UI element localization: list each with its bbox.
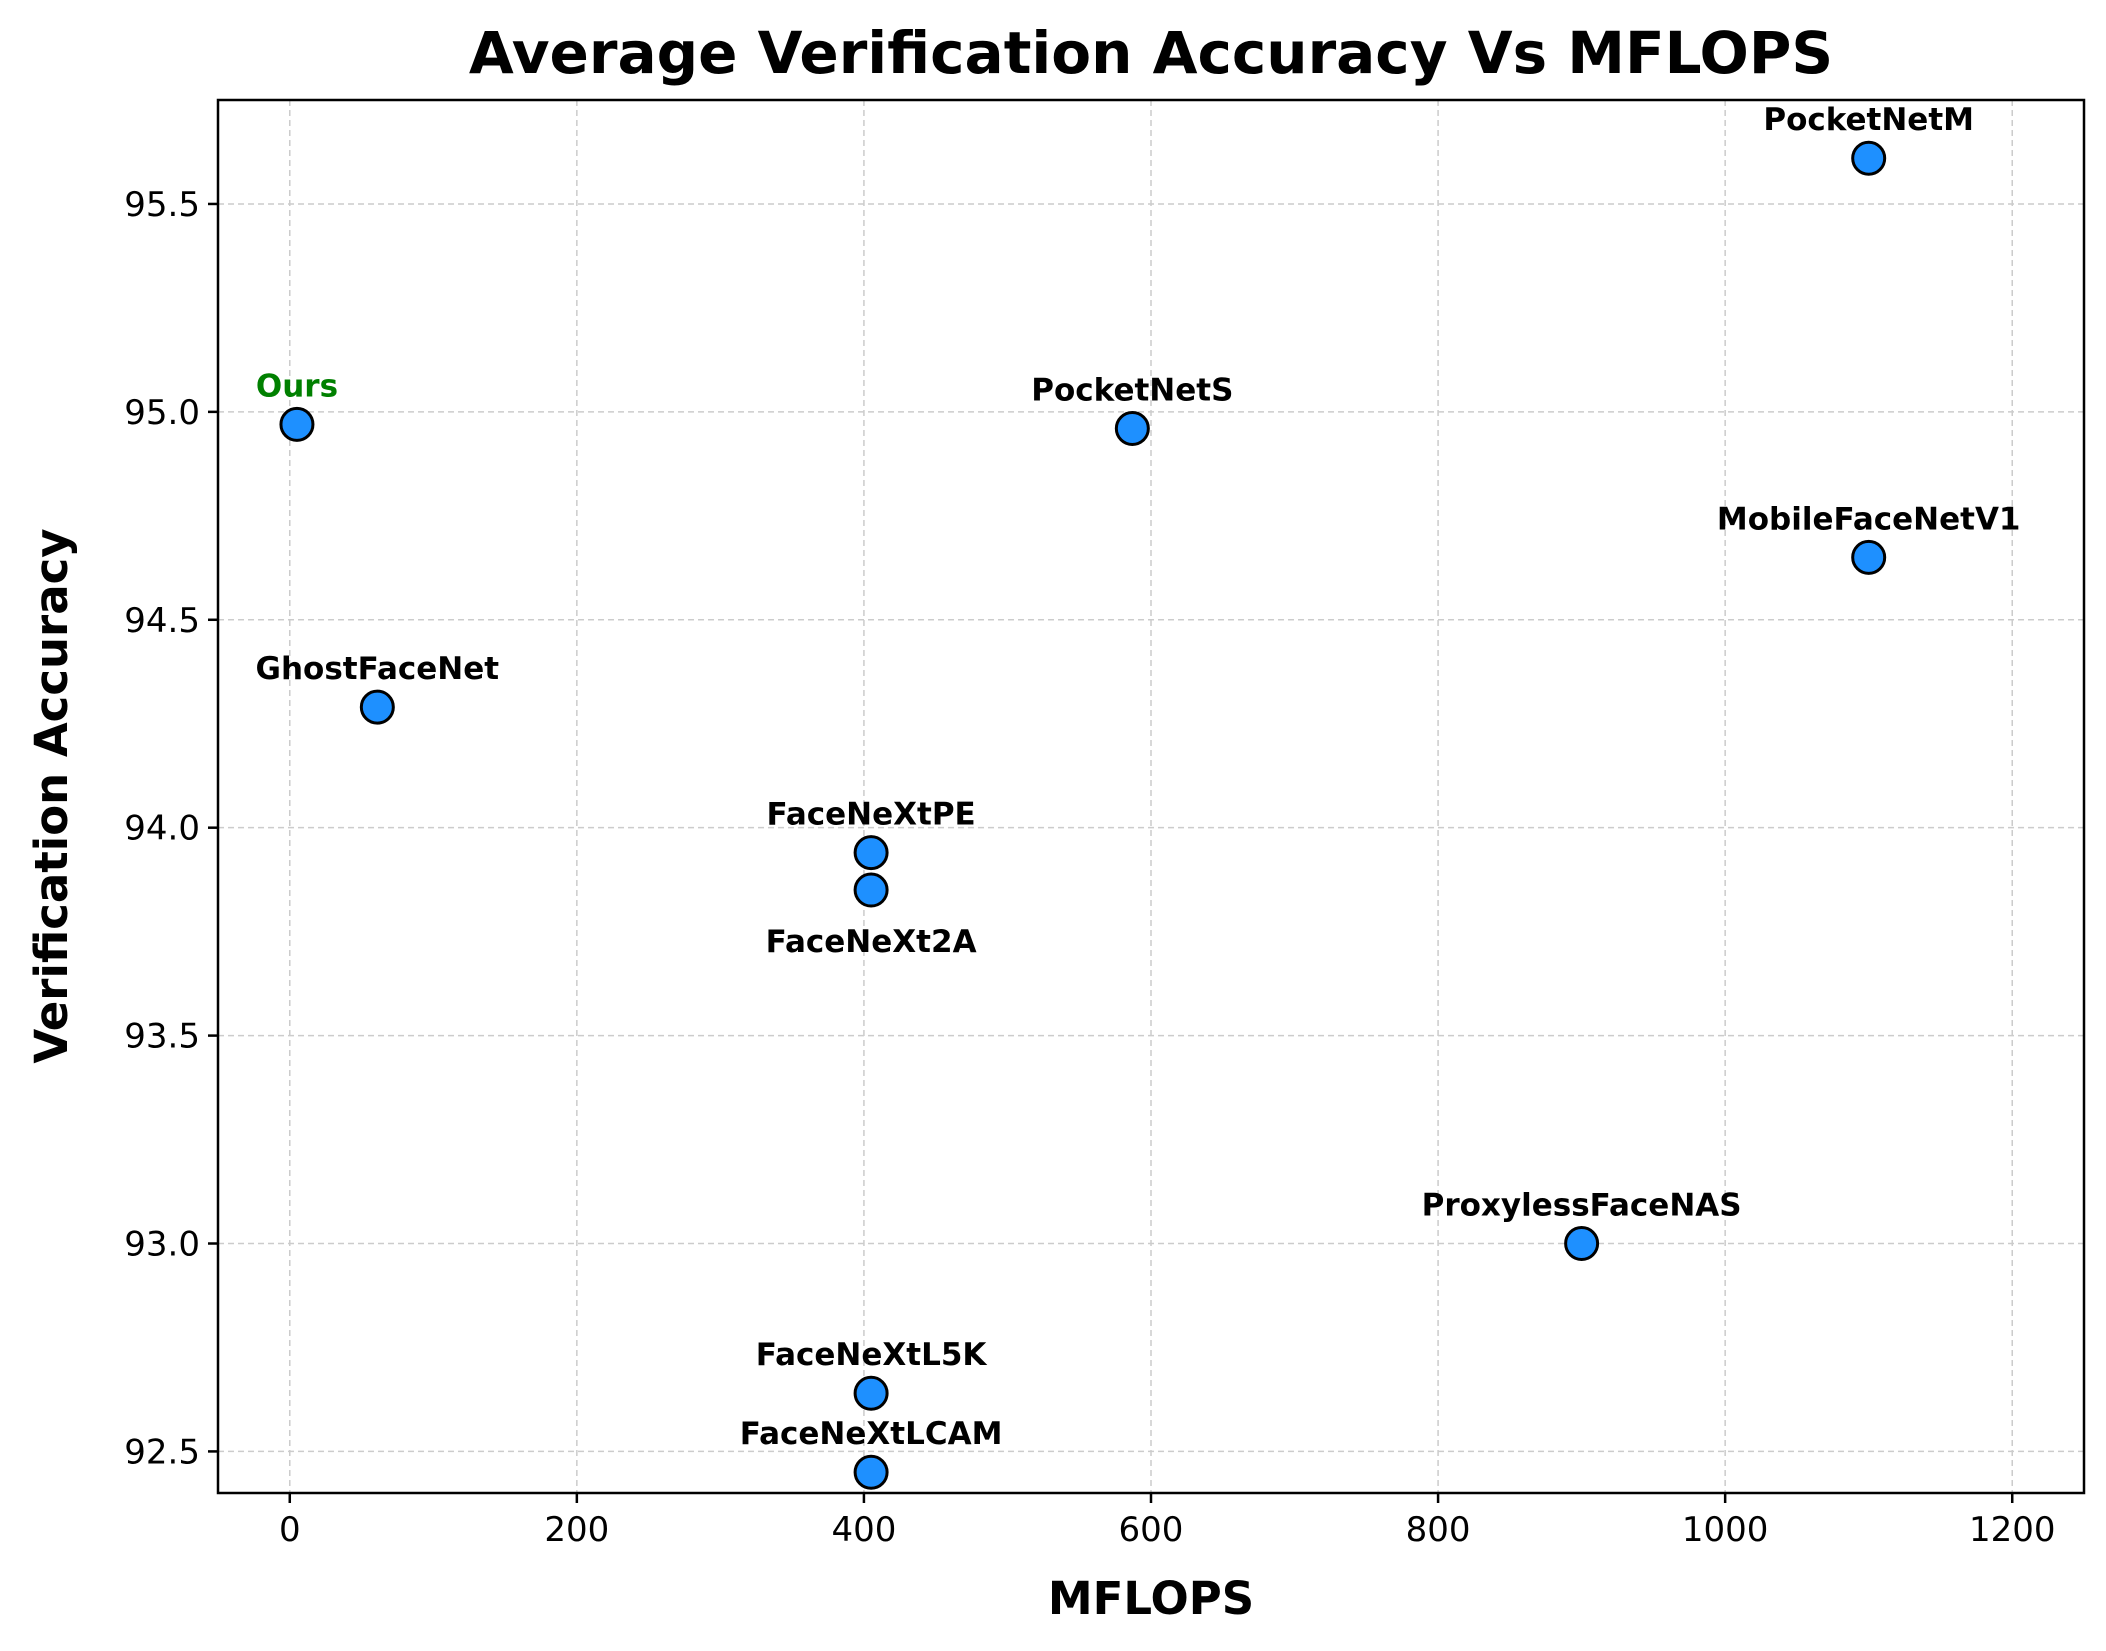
x-tick-label: 200 — [544, 1510, 609, 1550]
data-point — [279, 406, 315, 442]
data-point — [853, 1375, 889, 1411]
plot-area-frame — [216, 98, 2086, 1495]
x-tick-label: 800 — [1406, 1510, 1471, 1550]
x-tick-label: 600 — [1119, 1510, 1184, 1550]
x-tick-label: 400 — [831, 1510, 896, 1550]
y-tick-label: 93.5 — [124, 1017, 200, 1057]
x-axis-label: MFLOPS — [1048, 1572, 1254, 1625]
x-tick-label: 1200 — [1969, 1510, 2056, 1550]
point-label: MobileFaceNetV1 — [1717, 501, 2021, 537]
data-point — [1851, 539, 1887, 575]
point-label: FaceNeXtLCAM — [740, 1416, 1003, 1452]
data-point — [1564, 1226, 1600, 1262]
point-label: FaceNeXtPE — [766, 797, 975, 833]
point-label: ProxylessFaceNAS — [1422, 1188, 1742, 1224]
data-point — [853, 1454, 889, 1490]
x-tick-label: 1000 — [1682, 1510, 1769, 1550]
y-tick-label: 94.0 — [124, 809, 200, 849]
y-tick-label: 94.5 — [124, 601, 200, 641]
grid — [218, 100, 2084, 1493]
y-tick-label: 95.5 — [124, 185, 200, 225]
chart-title: Average Verification Accuracy Vs MFLOPS — [469, 19, 1833, 87]
point-label: GhostFaceNet — [256, 651, 500, 687]
y-tick-label: 92.5 — [124, 1432, 200, 1472]
point-label: FaceNeXt2A — [766, 924, 977, 960]
y-tick-label: 95.0 — [124, 393, 200, 433]
data-points — [279, 140, 1887, 1490]
point-label: PocketNetM — [1763, 102, 1974, 138]
point-label: Ours — [256, 368, 338, 404]
data-point — [853, 872, 889, 908]
data-point — [1114, 410, 1150, 446]
y-tick-label: 93.0 — [124, 1225, 200, 1265]
x-tick-label: 0 — [279, 1510, 301, 1550]
point-label: FaceNeXtL5K — [756, 1337, 988, 1373]
point-labels: Ours GhostFaceNet FaceNeXtPE FaceNeXt2A Face… — [256, 102, 2021, 1452]
data-point — [853, 835, 889, 871]
axis-ticks: 0 200 400 600 800 1000 1200 92.5 93.0 93.5 94.0 94.… — [124, 185, 2055, 1550]
point-label: PocketNetS — [1031, 372, 1233, 408]
y-axis-label: Verification Accuracy — [25, 528, 78, 1063]
data-point — [359, 689, 395, 725]
data-point — [1851, 140, 1887, 176]
